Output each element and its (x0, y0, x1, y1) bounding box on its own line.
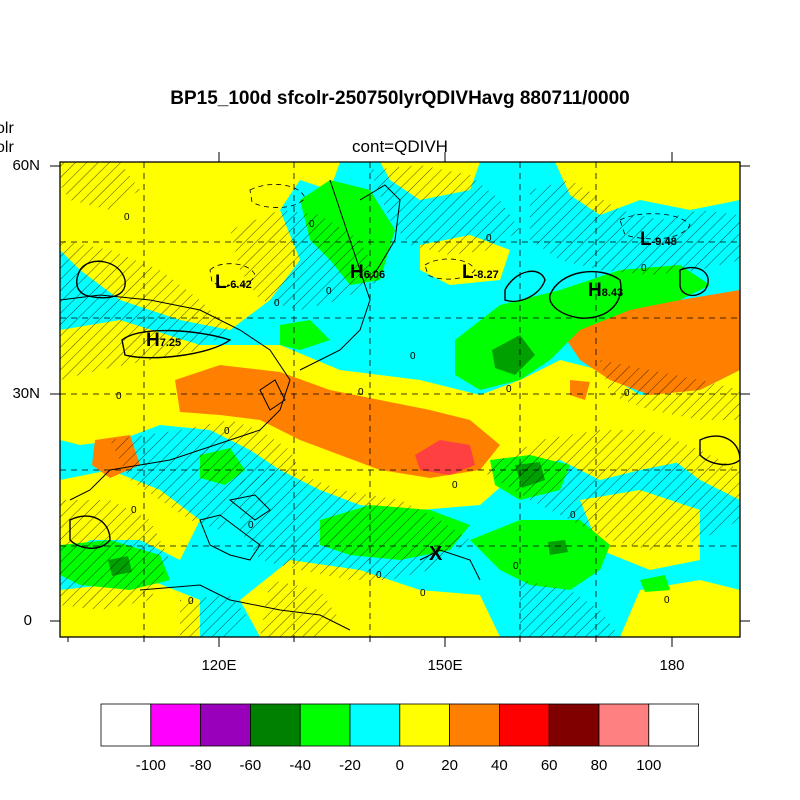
contour-label-zero: 0 (248, 520, 254, 531)
contour-label-zero: 0 (410, 351, 416, 362)
contour-label-zero: 0 (452, 480, 458, 491)
colorbar-swatch (598, 703, 650, 747)
contour-label-zero: 0 (326, 286, 332, 297)
contour-label-zero: 0 (664, 595, 670, 606)
colorbar-swatch (349, 703, 401, 747)
colorbar-swatch (150, 703, 202, 747)
colorbar-label: -60 (239, 757, 262, 774)
left-string-1: olr (0, 120, 14, 137)
lon-label-120e: 120E (201, 657, 237, 674)
colorbar-label: -100 (135, 757, 166, 774)
lon-label-180: 180 (659, 657, 685, 674)
map-field (60, 162, 740, 637)
colorbar-swatch (249, 703, 301, 747)
colorbar-label: 0 (395, 757, 404, 774)
contour-label-zero: 0 (309, 219, 315, 230)
contour-label-zero: 0 (570, 510, 576, 521)
contour-label-zero: 0 (420, 588, 426, 599)
plot-subtitle: cont=QDIVH (352, 137, 448, 156)
contour-lines (69, 260, 740, 549)
contour-label-zero: 0 (124, 212, 130, 223)
colorbar-swatch (548, 703, 600, 747)
dashed-contours (209, 184, 691, 288)
colorbar-label: 40 (491, 757, 508, 774)
colorbar-swatch (200, 703, 251, 747)
contour-label-zero: 0 (188, 596, 194, 607)
coastlines (60, 179, 481, 631)
map-gridlines (60, 162, 740, 637)
colorbar-label: -40 (289, 757, 312, 774)
center-marker-x: X (429, 543, 443, 565)
contour-label-zero: 0 (486, 233, 492, 244)
colorbar-label: -20 (339, 757, 361, 774)
colorbar-label: 60 (540, 757, 558, 774)
colorbar-swatch (449, 703, 500, 747)
lon-label-150e: 150E (427, 657, 463, 674)
colorbar-label: 100 (636, 757, 662, 774)
contour-label-zero: 0 (376, 570, 382, 581)
pressure-center-high-3: H7.25 (146, 330, 182, 351)
contour-label-zero: 0 (358, 387, 364, 398)
colorbar-label: 80 (590, 757, 608, 774)
left-string-2: olr (0, 139, 14, 156)
lat-label-60n: 60N (12, 157, 40, 174)
colorbar-swatch (399, 703, 450, 747)
colorbar-swatch (100, 703, 152, 747)
colorbar-label: 20 (441, 757, 458, 774)
colorbar-label: -80 (189, 757, 212, 774)
colorbar-swatch (299, 703, 351, 747)
pressure-center-low-1: L-6.42 (215, 272, 252, 293)
plot-title: BP15_100d sfcolr-250750lyrQDIVHavg 88071… (170, 88, 630, 109)
contour-label-zero: 0 (624, 388, 630, 399)
contour-label-zero: 0 (513, 561, 519, 572)
map-frame (59, 161, 741, 638)
pressure-center-low-2: L-8.27 (462, 262, 499, 283)
hatched-negative-areas (60, 162, 740, 637)
pressure-center-low-3: L-9.48 (640, 229, 677, 250)
lat-label-0: 0 (23, 612, 32, 629)
contour-label-zero: 0 (116, 391, 122, 402)
contour-label-zero: 0 (224, 426, 230, 437)
positive-shading-60 (415, 440, 475, 475)
pressure-center-high-2: H8.43 (588, 280, 624, 301)
contour-label-zero: 0 (274, 298, 280, 309)
lat-label-30n: 30N (12, 385, 40, 402)
axis-ticks (50, 152, 750, 647)
contour-label-zero: 0 (131, 505, 137, 516)
contour-label-zero: 0 (641, 263, 647, 274)
contour-label-zero: 0 (506, 384, 512, 395)
pressure-center-high-1: H6.06 (350, 262, 386, 283)
colorbar-swatch (648, 703, 699, 747)
colorbar-swatch (498, 703, 550, 747)
colorbar (100, 703, 699, 747)
